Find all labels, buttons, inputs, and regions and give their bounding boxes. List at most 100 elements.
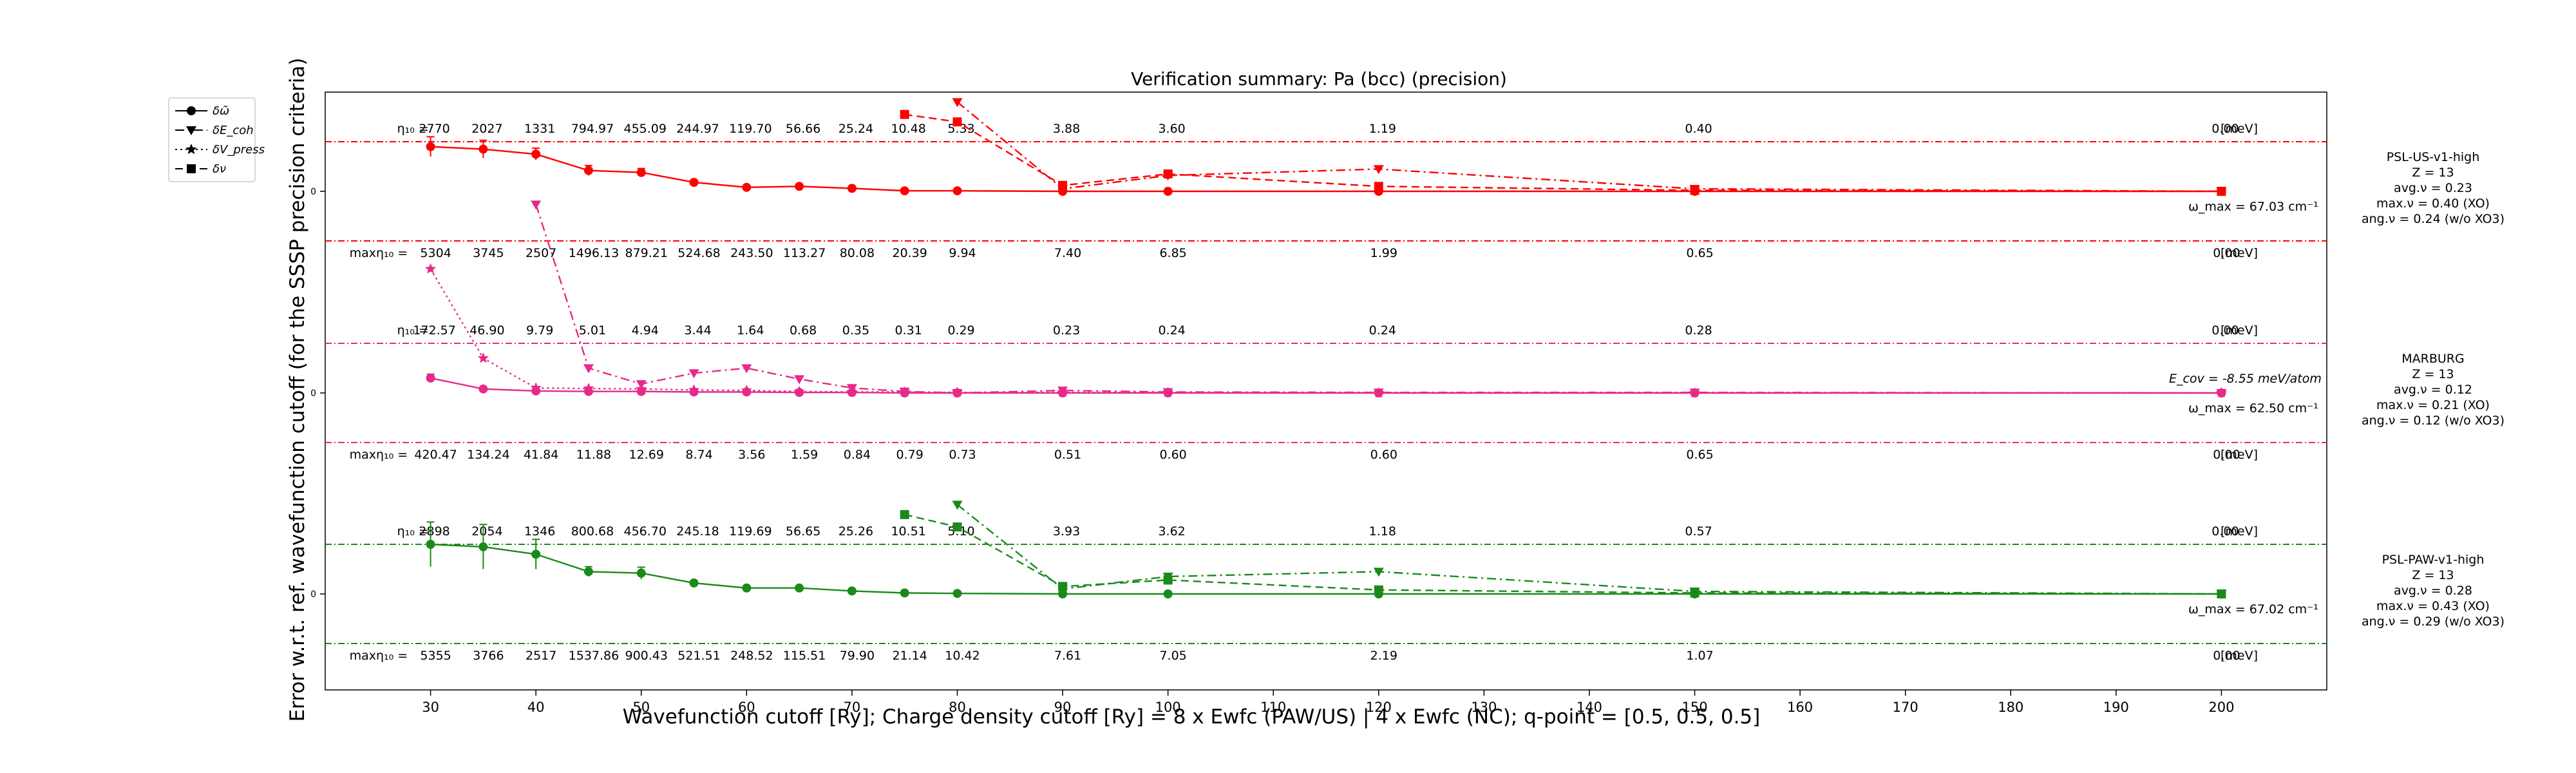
point-pressure <box>583 383 594 394</box>
series-line-phonon <box>430 146 2222 193</box>
series-line-ecoh <box>956 101 2222 193</box>
x-tick-label: 170 <box>1893 700 1918 715</box>
point-phonon <box>478 144 488 154</box>
max-eta-value: 879.21 <box>625 246 667 260</box>
legend: δω̃ δE_coh δV_press δν <box>168 97 265 182</box>
eta-value: 1331 <box>524 122 555 136</box>
point-phonon <box>531 549 541 559</box>
point-phonon <box>426 373 435 383</box>
eta-prefix: η₁₀ = <box>397 122 429 136</box>
x-axis-label: Wavefunction cutoff [Ry]; Charge density… <box>623 705 1761 729</box>
eta-value: 1.64 <box>737 323 764 338</box>
point-phonon <box>583 567 593 577</box>
max-eta-value: 7.40 <box>1054 246 1081 260</box>
eta-value: 3.62 <box>1158 524 1185 539</box>
point-phonon <box>636 167 646 177</box>
point-nu <box>1058 180 1068 190</box>
series-line-nu <box>904 113 2222 193</box>
eta-value: 0.29 <box>947 323 974 338</box>
pseudo-info-line: avg.ν = 0.23 <box>2394 181 2472 195</box>
series-line-ecoh <box>535 204 2222 394</box>
max-eta-value: 80.08 <box>840 246 875 260</box>
max-eta-value: 0.79 <box>896 448 923 462</box>
eta-value: 244.97 <box>676 122 719 136</box>
legend-box <box>168 97 256 182</box>
max-eta-value: 0.00 <box>2213 649 2240 663</box>
series-line-ecoh <box>956 504 2222 595</box>
omega-max-label: ω_max = 67.03 cm⁻¹ <box>2188 200 2318 214</box>
point-nu <box>952 522 962 532</box>
eta-value: 2898 <box>419 524 450 539</box>
eta-value: 3.60 <box>1158 122 1185 136</box>
max-eta-value: 3.56 <box>738 448 765 462</box>
max-eta-prefix: maxη₁₀ = <box>350 246 408 260</box>
point-pressure <box>899 386 911 397</box>
max-eta-value: 79.90 <box>840 649 875 663</box>
y-axis-label: Error w.r.t. ref. wavefunction cutoff (f… <box>286 58 309 722</box>
eta-value: 0.00 <box>2211 524 2239 539</box>
point-phonon <box>583 166 593 175</box>
pseudo-info-line: ang.ν = 0.24 (w/o XO3) <box>2362 212 2505 226</box>
point-pressure <box>477 352 489 363</box>
eta-prefix: η₁₀ = <box>397 524 429 539</box>
panel-marburg: 0 η₁₀ = maxη₁₀ = 172.57 46.90 9.79 5.01 4.94 3.4… <box>310 200 2505 462</box>
eta-value: 0.24 <box>1158 323 1185 338</box>
point-pressure <box>688 384 700 395</box>
max-eta-value: 248.52 <box>730 649 773 663</box>
max-eta-value: 2.19 <box>1370 649 1397 663</box>
x-tick-label: 200 <box>2208 700 2234 715</box>
point-pressure <box>636 383 647 394</box>
max-eta-value: 1.07 <box>1686 649 1713 663</box>
plot-frame <box>325 91 2327 691</box>
point-ecoh <box>531 200 542 210</box>
series-group <box>426 98 2227 196</box>
max-eta-value: 1537.86 <box>569 649 620 663</box>
x-tick-label: 150 <box>1681 700 1707 715</box>
point-phonon <box>426 540 435 549</box>
eta-value: 456.70 <box>623 524 666 539</box>
point-pressure <box>793 385 805 396</box>
eta-value: 3.44 <box>684 323 711 338</box>
max-eta-value: 20.39 <box>892 246 927 260</box>
point-nu <box>2217 187 2226 196</box>
legend-label: δE_coh <box>213 124 254 137</box>
point-phonon <box>1163 187 1173 196</box>
max-eta-value: 11.88 <box>576 448 611 462</box>
max-eta-value: 2507 <box>526 246 556 260</box>
point-phonon <box>952 589 962 598</box>
x-tick-label: 160 <box>1787 700 1813 715</box>
chart-title: Verification summary: Pa (bcc) (precisio… <box>1131 68 1507 90</box>
eta-value: 1.19 <box>1369 122 1396 136</box>
series-group <box>425 200 2227 398</box>
point-pressure <box>1057 386 1068 397</box>
max-eta-value: 5355 <box>420 649 451 663</box>
eta-value: 800.68 <box>571 524 614 539</box>
eta-value: 245.18 <box>676 524 719 539</box>
max-eta-value: 41.84 <box>524 448 558 462</box>
max-eta-value: 1496.13 <box>569 246 620 260</box>
series-group <box>426 501 2227 599</box>
eta-value: 5.01 <box>579 323 606 338</box>
point-phonon <box>847 586 857 596</box>
point-phonon <box>900 588 909 598</box>
eta-value: 10.51 <box>891 524 925 539</box>
point-nu <box>2217 589 2226 598</box>
legend-label: δV_press <box>213 143 265 157</box>
eta-value: 0.00 <box>2211 323 2239 338</box>
point-ecoh <box>794 375 805 385</box>
point-pressure <box>530 382 542 393</box>
ecov-label: E_cov = -8.55 meV/atom <box>2169 372 2322 386</box>
eta-value: 3.88 <box>1053 122 1080 136</box>
zero-tick-label: 0 <box>310 388 316 399</box>
max-eta-value: 9.94 <box>949 246 976 260</box>
unit-label: [meV] <box>2221 649 2258 663</box>
unit-label: [meV] <box>2221 122 2258 136</box>
eta-value: 794.97 <box>571 122 614 136</box>
max-eta-value: 3745 <box>473 246 504 260</box>
point-nu <box>900 510 909 519</box>
max-eta-value: 900.43 <box>625 649 667 663</box>
point-pressure <box>846 386 858 397</box>
series-line-phonon <box>430 377 2222 394</box>
max-eta-prefix: maxη₁₀ = <box>350 448 408 462</box>
